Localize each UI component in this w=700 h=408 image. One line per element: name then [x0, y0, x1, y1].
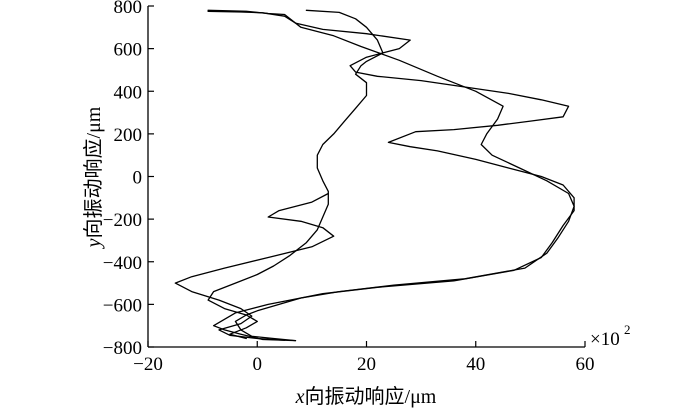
x-tick-label: 40	[466, 354, 485, 375]
y-tick-label: −600	[103, 295, 142, 316]
y-ticks: 800 600 400 200 0 −200 −400 −600 −800	[103, 0, 154, 359]
y-tick-label: 200	[114, 125, 143, 146]
orbit-trace-4	[174, 192, 335, 341]
orbit-trace-1	[207, 9, 384, 340]
x-tick-label: 60	[576, 354, 595, 375]
plot-traces	[174, 9, 575, 342]
y-axis-label: y向振动响应/μm	[82, 106, 105, 249]
y-tick-label: 600	[114, 40, 143, 61]
y-tick-label: 800	[114, 0, 143, 18]
orbit-trace-3	[207, 10, 575, 342]
orbit-trace-2	[207, 9, 575, 342]
x-tick-label: 20	[357, 354, 376, 375]
y-tick-label: −200	[103, 210, 142, 231]
x-tick-label: −20	[133, 354, 163, 375]
x-tick-label: 0	[253, 354, 263, 375]
y-axis-label-prefix: y	[83, 238, 105, 249]
x-axis-label-prefix: x	[295, 386, 305, 408]
y-tick-label: −400	[103, 253, 142, 274]
y-axis-label-text: 向振动响应/μm	[82, 106, 105, 238]
y-tick-label: 0	[133, 168, 143, 189]
x-axis-label: x向振动响应/μm	[295, 385, 437, 408]
y-tick-label: 400	[114, 82, 143, 103]
y-tick-label: −800	[103, 338, 142, 359]
x-multiplier-exponent: 2	[624, 322, 631, 337]
x-ticks: −20 0 20 40 60	[133, 341, 595, 375]
x-multiplier-label: ×10	[590, 329, 620, 350]
x-axis-label-text: 向振动响应/μm	[305, 385, 437, 408]
